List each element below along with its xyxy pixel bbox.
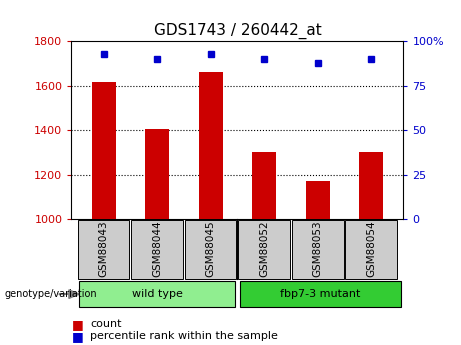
Text: fbp7-3 mutant: fbp7-3 mutant: [280, 289, 361, 299]
Bar: [92, 82, 116, 219]
Bar: [252, 152, 276, 219]
Text: percentile rank within the sample: percentile rank within the sample: [90, 332, 278, 341]
Bar: [306, 181, 330, 219]
Text: ■: ■: [71, 330, 83, 343]
Text: GSM88053: GSM88053: [313, 221, 323, 277]
Bar: [145, 129, 169, 219]
Text: GSM88045: GSM88045: [206, 221, 216, 277]
Text: count: count: [90, 319, 121, 329]
Title: GDS1743 / 260442_at: GDS1743 / 260442_at: [154, 22, 321, 39]
Bar: [359, 152, 383, 219]
Text: GSM88044: GSM88044: [152, 221, 162, 277]
Text: genotype/variation: genotype/variation: [5, 289, 97, 299]
Bar: [199, 72, 223, 219]
Text: wild type: wild type: [132, 289, 183, 299]
Text: GSM88054: GSM88054: [366, 221, 376, 277]
Text: GSM88043: GSM88043: [99, 221, 109, 277]
Text: ■: ■: [71, 318, 83, 331]
Text: GSM88052: GSM88052: [259, 221, 269, 277]
